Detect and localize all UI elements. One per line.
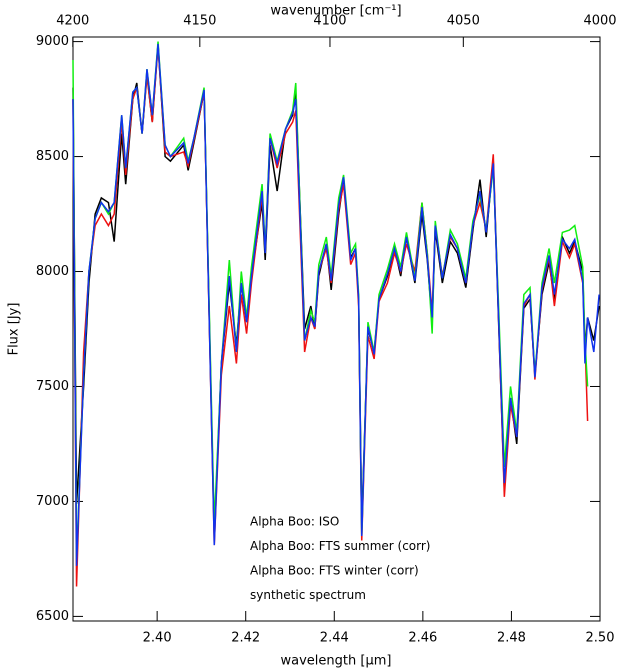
legend-label: Alpha Boo: FTS summer (corr): [250, 539, 431, 553]
x2-axis-label: wavenumber [cm⁻¹]: [270, 4, 401, 19]
x2-tick-label: 4200: [56, 14, 89, 29]
x-tick-label: 2.48: [497, 631, 526, 646]
x2-tick-label: 4100: [313, 14, 346, 29]
x-tick-label: 2.42: [231, 631, 260, 646]
y-tick-label: 8500: [36, 149, 69, 164]
series-line: [72, 43, 600, 566]
legend-label: Alpha Boo: ISO: [250, 515, 339, 529]
y-tick-label: 8000: [36, 264, 69, 279]
x-tick-label: 2.46: [408, 631, 437, 646]
x-tick-label: 2.44: [320, 631, 349, 646]
legend: Alpha Boo: ISO Alpha Boo: FTS summer (cor…: [250, 515, 431, 603]
x2-tick-label: 4000: [583, 14, 616, 29]
x-tick-label: 2.50: [586, 631, 615, 646]
y-tick-label: 6500: [36, 609, 69, 624]
legend-label: synthetic spectrum: [250, 588, 366, 602]
x-tick-label: 2.40: [143, 631, 172, 646]
x-axis-label: wavelength [µm]: [281, 654, 392, 669]
series-line: [72, 41, 589, 559]
y-tick-label: 9000: [36, 34, 69, 49]
plot-frame: [72, 36, 601, 622]
y-tick-label: 7500: [36, 379, 69, 394]
x2-tick-label: 4050: [447, 14, 480, 29]
x2-tick-label: 4150: [183, 14, 216, 29]
series-line: [72, 46, 589, 587]
legend-label: Alpha Boo: FTS winter (corr): [250, 564, 419, 578]
y-tick-label: 7000: [36, 494, 69, 509]
y-axis-label: Flux [Jy]: [7, 303, 22, 356]
